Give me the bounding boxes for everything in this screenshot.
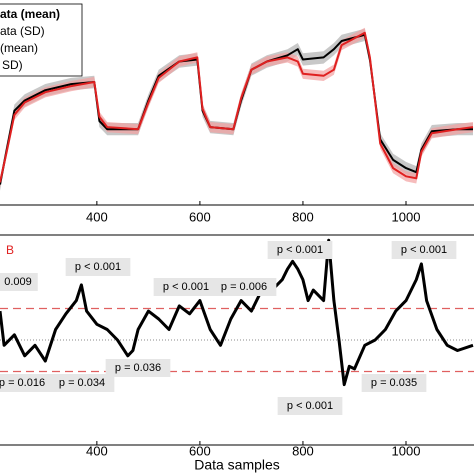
annotation-box (49, 374, 115, 392)
annotation: 0.009 (0, 273, 38, 291)
x-tick-label: 400 (86, 443, 108, 458)
annotation: p < 0.001 (267, 241, 333, 259)
annotation: p = 0.016 (0, 374, 55, 392)
annotation-box (211, 278, 277, 296)
annotation-text: 0.009 (4, 276, 32, 288)
annotation-box (105, 359, 171, 377)
annotation-text: p = 0.034 (59, 377, 105, 389)
annotation-text: p < 0.001 (75, 261, 121, 273)
annotation: p = 0.036 (105, 359, 171, 377)
data-line (0, 238, 474, 387)
annotation-text: p = 0.016 (0, 377, 45, 389)
annotation: p < 0.001 (153, 278, 219, 296)
annotation: p = 0.035 (361, 374, 427, 392)
panel-label: B (6, 243, 14, 257)
x-tick-label: 400 (86, 209, 108, 224)
annotation-box (65, 258, 131, 276)
legend-box (0, 3, 83, 77)
annotation-text: p = 0.006 (221, 281, 267, 293)
annotation: p = 0.034 (49, 374, 115, 392)
annotation-box (361, 374, 427, 392)
annotation: p < 0.001 (277, 397, 343, 415)
annotation: p < 0.001 (391, 241, 457, 259)
annotation-text: p = 0.036 (115, 362, 161, 374)
data-line (0, 31, 474, 183)
legend-label: ata (mean) (0, 7, 60, 21)
legend-label: (mean) (0, 41, 38, 55)
x-axis-label: Data samples (194, 457, 280, 473)
annotation: p = 0.006 (211, 278, 277, 296)
annotation-text: p = 0.035 (371, 377, 417, 389)
annotation-box (153, 278, 219, 296)
x-tick-label: 1000 (392, 443, 421, 458)
annotation: p < 0.001 (65, 258, 131, 276)
x-tick-label: 600 (189, 209, 211, 224)
annotation-box (391, 241, 457, 259)
legend-label: ata (SD) (0, 24, 45, 38)
annotation-text: p < 0.001 (287, 400, 333, 412)
x-tick-label: 600 (189, 443, 211, 458)
annotation-text: p < 0.001 (401, 244, 447, 256)
annotation-box (277, 397, 343, 415)
annotation-box (0, 374, 55, 392)
annotation-box (0, 273, 38, 291)
x-tick-label: 800 (292, 209, 314, 224)
x-tick-label: 1000 (392, 209, 421, 224)
x-tick-label: 800 (292, 443, 314, 458)
annotation-text: p < 0.001 (163, 281, 209, 293)
annotation-text: p < 0.001 (277, 244, 323, 256)
annotation-box (267, 241, 333, 259)
legend-label: SD) (2, 58, 23, 72)
